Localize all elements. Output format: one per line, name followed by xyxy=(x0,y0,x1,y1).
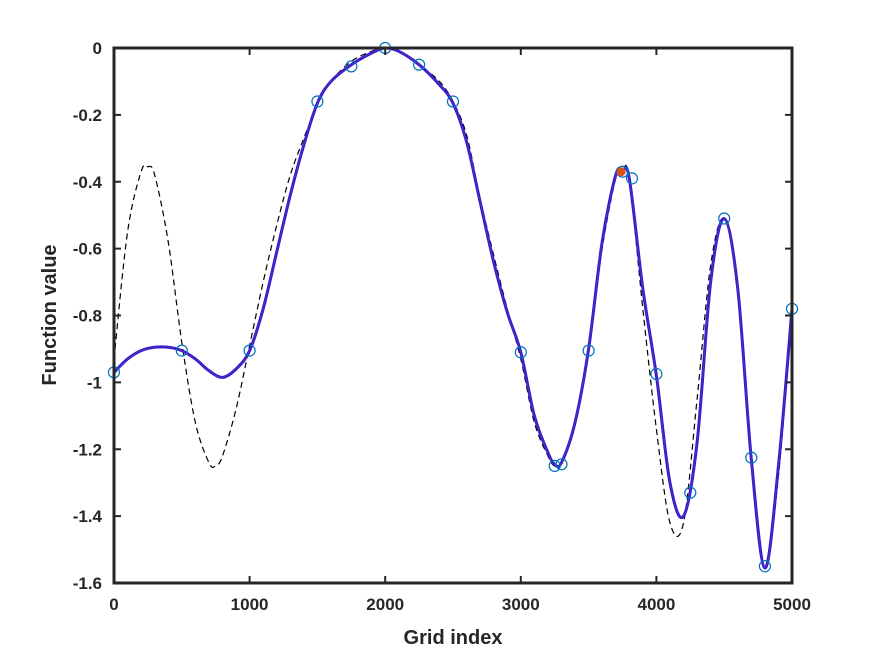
y-tick-label: -0.8 xyxy=(73,307,102,326)
sample-point xyxy=(243,344,256,357)
y-tick-label: -1.4 xyxy=(73,507,103,526)
x-tick-label: 0 xyxy=(109,595,118,614)
sample-point xyxy=(548,459,561,473)
sample-point xyxy=(582,344,595,357)
sample-point xyxy=(625,172,639,185)
x-tick-label: 3000 xyxy=(502,595,540,614)
x-axis-title: Grid index xyxy=(404,627,503,649)
sample-point xyxy=(555,458,568,471)
axes-background xyxy=(114,48,792,583)
x-ticks: 0 1000 2000 3000 4000 5000 xyxy=(109,48,811,614)
y-tick-label: -0.2 xyxy=(73,106,102,125)
sample-point xyxy=(684,486,697,499)
y-tick-label: -1 xyxy=(87,373,102,392)
sample-point xyxy=(175,344,188,357)
plot-area xyxy=(114,48,792,583)
sample-point xyxy=(446,95,460,108)
series-line-fit-overlay xyxy=(113,47,793,569)
y-tick-label: 0 xyxy=(93,39,102,58)
x-tick-label: 5000 xyxy=(773,595,811,614)
y-tick-label: -1.6 xyxy=(73,574,102,593)
sample-point xyxy=(758,560,771,573)
sample-point xyxy=(745,451,758,464)
sample-point xyxy=(311,95,324,108)
sample-point xyxy=(718,212,731,225)
sample-point xyxy=(650,367,663,381)
y-tick-label: -1.2 xyxy=(73,440,102,459)
highlight-point xyxy=(616,167,626,177)
x-tick-label: 1000 xyxy=(231,595,269,614)
x-tick-label: 4000 xyxy=(637,595,675,614)
sample-point xyxy=(345,60,358,73)
series-layer xyxy=(112,46,794,570)
y-ticks: -1.6 -1.4 -1.2 -1 -0.8 -0.6 -0.4 -0.2 0 xyxy=(73,39,792,593)
x-tick-label: 2000 xyxy=(366,595,404,614)
y-axis-title: Function value xyxy=(39,244,61,385)
sample-point xyxy=(514,346,527,359)
sample-point xyxy=(413,58,426,71)
y-tick-label: -0.4 xyxy=(73,173,103,192)
y-tick-label: -0.6 xyxy=(73,240,102,259)
